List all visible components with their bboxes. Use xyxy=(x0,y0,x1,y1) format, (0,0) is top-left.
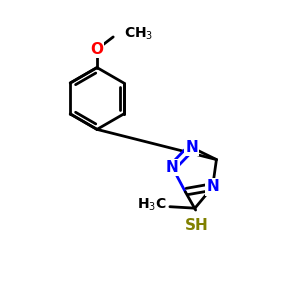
Text: N: N xyxy=(206,179,219,194)
Text: N: N xyxy=(166,160,179,175)
Text: N: N xyxy=(185,140,198,155)
Text: H$_3$C: H$_3$C xyxy=(136,197,166,213)
Text: CH$_3$: CH$_3$ xyxy=(124,26,154,42)
Text: O: O xyxy=(91,42,103,57)
Text: SH: SH xyxy=(185,218,209,233)
